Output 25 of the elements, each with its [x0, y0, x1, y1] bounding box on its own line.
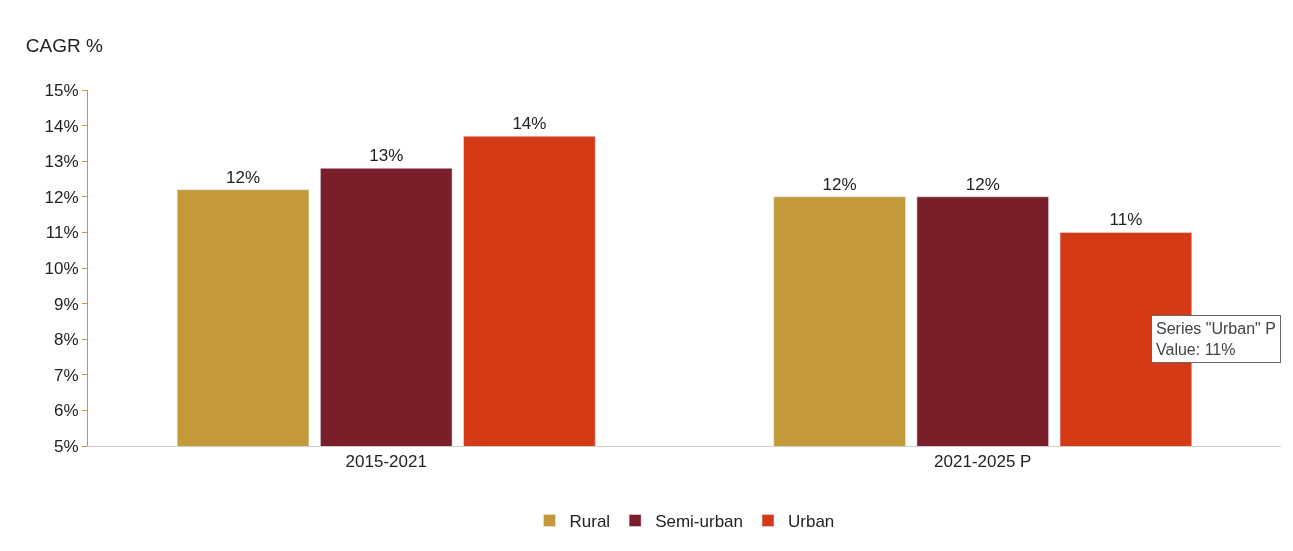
x-tick-label: 2015-2021	[345, 452, 427, 472]
y-tick-label: 9%	[54, 294, 79, 314]
y-tick-label: 11%	[45, 223, 79, 243]
data-label: 14%	[512, 114, 547, 134]
data-label: 12%	[822, 174, 857, 194]
data-label: 13%	[369, 146, 404, 166]
y-tick-label: 6%	[54, 401, 79, 421]
data-label: 12%	[965, 174, 1000, 194]
legend-label: Semi-urban	[655, 512, 743, 532]
x-tick-label: 2021-2025 P	[934, 452, 1032, 472]
legend-label: Urban	[788, 512, 835, 532]
y-tick-label: 14%	[44, 116, 79, 136]
annotation: Value: 11%	[1156, 340, 1236, 358]
y-tick-label: 8%	[54, 330, 79, 350]
data-label: 11%	[1109, 210, 1143, 230]
data-label: 12%	[226, 167, 261, 187]
chart-title: CAGR %	[25, 34, 104, 56]
y-tick-label: 13%	[44, 152, 79, 172]
y-tick-label: 10%	[44, 258, 79, 278]
y-tick-label: 5%	[54, 436, 79, 456]
y-tick-label: 12%	[44, 187, 79, 207]
annotation: Series "Urban" P	[1156, 320, 1276, 337]
y-tick-label: 7%	[54, 365, 79, 385]
legend-label: Rural	[569, 512, 611, 532]
y-tick-label: 15%	[44, 80, 79, 100]
